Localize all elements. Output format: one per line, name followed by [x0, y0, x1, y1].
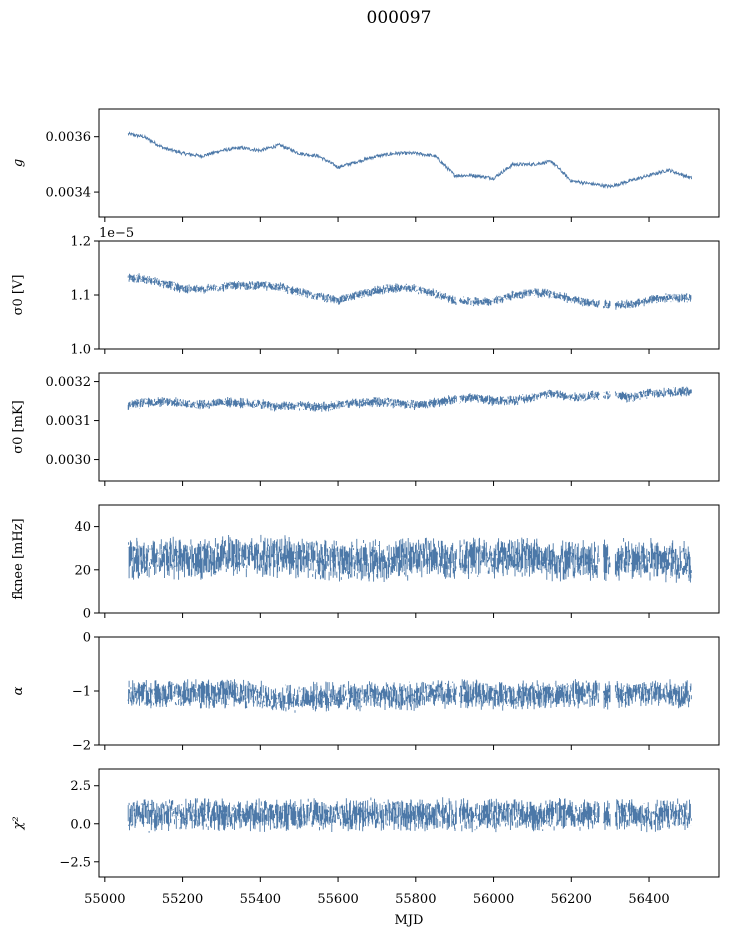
- y-tick-label: 0.0031: [46, 414, 92, 429]
- panel-sigma0-mk: 0.0030 0.0031 0.0032 σ0 [mK]: [11, 372, 720, 486]
- axes-frame: [98, 504, 720, 614]
- series-line: [127, 131, 693, 189]
- series-band: [127, 386, 692, 412]
- y-offset-text: 1e−5: [99, 226, 134, 241]
- x-axis-label: MJD: [395, 913, 424, 928]
- series-band: [127, 679, 692, 713]
- panel-sigma0-v: 1.0 1.1 1.2 1e−5 σ0 [V]: [11, 226, 720, 358]
- y-tick-label: 1.2: [70, 235, 91, 250]
- panel-g: 0.0034 0.0036 g: [11, 108, 720, 222]
- y-tick-label: 2.5: [70, 779, 91, 794]
- x-tick-label: 55400: [240, 892, 281, 907]
- x-tick-label: 55600: [317, 892, 358, 907]
- panel-alpha: −2 −1 0 α: [11, 631, 720, 754]
- y-tick-label: 1.1: [70, 289, 91, 304]
- y-axis-label-g: g: [11, 159, 26, 167]
- y-tick-label: 0.0030: [46, 453, 92, 468]
- series-band: [127, 273, 692, 310]
- y-axis-label-chi2: χ²: [11, 816, 26, 830]
- y-tick-label: 0.0036: [46, 130, 92, 145]
- series-band: [127, 534, 692, 583]
- axes-frame: [98, 372, 720, 482]
- y-tick-label: 20: [74, 563, 91, 578]
- x-tick-label: 56400: [628, 892, 669, 907]
- y-axis-label-alpha: α: [11, 686, 26, 695]
- y-axis-label-fknee: fknee [mHz]: [11, 518, 26, 599]
- x-tick-label: 55000: [84, 892, 125, 907]
- y-tick-label: 1.0: [70, 343, 91, 358]
- axes-frame: [98, 108, 720, 218]
- y-tick-label: 0.0034: [46, 186, 92, 201]
- axes-frame: [98, 768, 720, 878]
- x-tick-label: 55800: [395, 892, 436, 907]
- y-axis-label-sigma0-mk: σ0 [mK]: [11, 400, 26, 453]
- panel-fknee: 0 20 40 fknee [mHz]: [11, 504, 720, 622]
- y-tick-label: −2: [72, 739, 91, 754]
- y-tick-label: −2.5: [59, 855, 91, 870]
- y-tick-label: 40: [74, 520, 91, 535]
- y-tick-label: 0: [83, 607, 91, 622]
- figure-title: 000097: [367, 8, 432, 28]
- y-tick-label: 0: [83, 631, 91, 646]
- x-tick-label: 55200: [162, 892, 203, 907]
- y-tick-label: 0.0032: [46, 375, 92, 390]
- y-tick-label: −1: [72, 685, 91, 700]
- y-tick-label: 0.0: [70, 817, 91, 832]
- x-tick-label: 56200: [551, 892, 592, 907]
- x-tick-labels: 55000 55200 55400 55600 55800 56000 56200 56400: [84, 892, 670, 907]
- y-axis-label-sigma0-v: σ0 [V]: [11, 275, 26, 316]
- series-band: [127, 797, 692, 833]
- axes-frame: [98, 240, 720, 350]
- panel-chi2: −2.5 0.0 2.5 χ²: [11, 768, 720, 882]
- x-tick-label: 56000: [473, 892, 514, 907]
